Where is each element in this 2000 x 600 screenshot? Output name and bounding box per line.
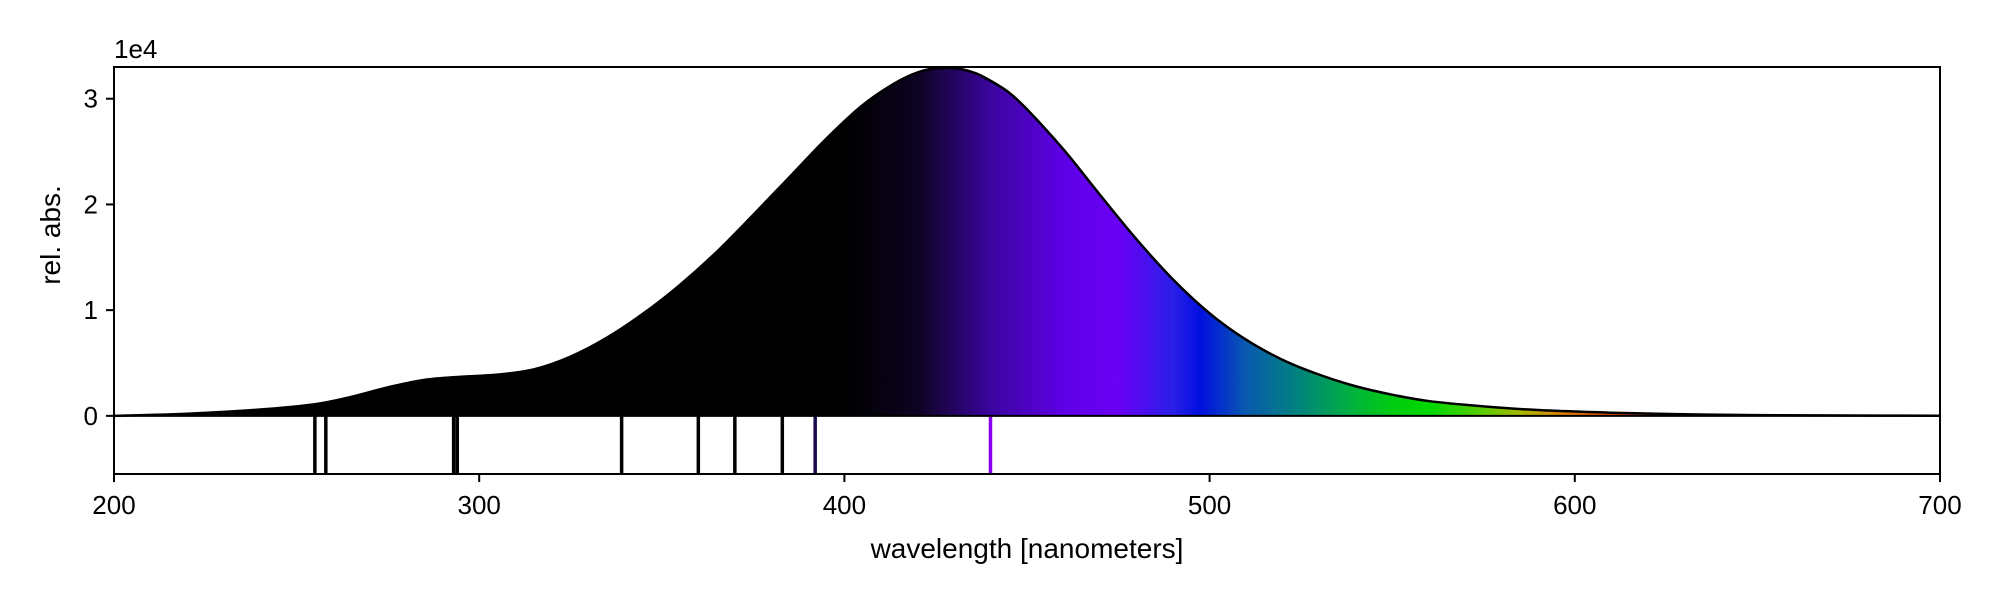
y-tick-label: 0	[84, 401, 98, 431]
y-axis-title: rel. abs.	[35, 185, 66, 285]
y-axis-offset-label: 1e4	[114, 34, 157, 64]
x-tick-label: 700	[1918, 490, 1961, 520]
x-axis-ticks: 200 300 400 500 600 700	[92, 474, 1962, 520]
y-tick-label: 1	[84, 295, 98, 325]
plot-area	[113, 66, 1941, 475]
y-tick-label: 3	[84, 84, 98, 114]
x-tick-label: 400	[823, 490, 866, 520]
x-tick-label: 500	[1188, 490, 1231, 520]
x-tick-label: 300	[458, 490, 501, 520]
plot-frame	[113, 66, 1941, 475]
y-tick-label: 2	[84, 189, 98, 219]
x-tick-label: 600	[1553, 490, 1596, 520]
spectrum-curve	[113, 66, 1941, 418]
x-axis-title: wavelength [nanometers]	[870, 533, 1184, 564]
y-axis-ticks: 0 1 2 3	[84, 84, 114, 431]
transition-lines	[313, 415, 993, 474]
x-tick-label: 200	[92, 490, 135, 520]
spectrum-fill-area	[114, 68, 1940, 416]
